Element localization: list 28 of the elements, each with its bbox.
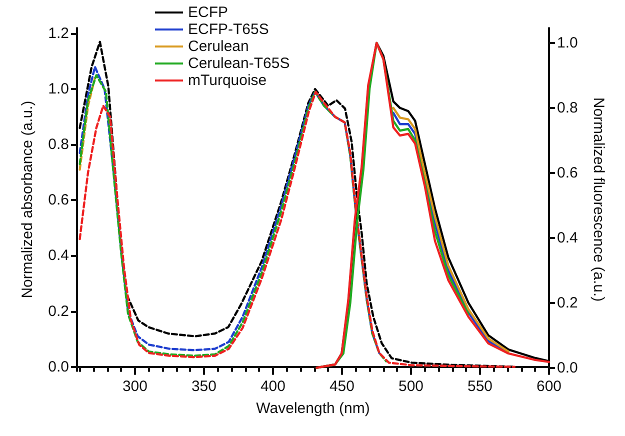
x-tick-label: 450 — [329, 378, 354, 395]
y-axis-title: Normalized absorbance (a.u.) — [19, 100, 36, 298]
legend-label: ECFP-T65S — [188, 21, 269, 38]
y-tick-label: 1.2 — [48, 25, 69, 42]
legend-label: ECFP — [188, 4, 228, 21]
legend-label: mTurquoise — [188, 72, 267, 89]
y2-tick-label: 0.0 — [557, 359, 578, 376]
y2-tick-label: 0.6 — [557, 164, 578, 182]
y2-tick-label: 1.0 — [557, 34, 578, 52]
legend-label: Cerulean — [188, 38, 249, 55]
y2-tick-label: 0.8 — [557, 99, 578, 116]
x-tick-label: 550 — [467, 378, 493, 395]
y-tick-label: 0.0 — [48, 358, 69, 376]
x-tick-label: 500 — [398, 378, 424, 395]
x-tick-label: 400 — [260, 378, 286, 395]
y-tick-label: 0.4 — [48, 247, 69, 264]
y-tick-label: 0.6 — [48, 192, 69, 209]
y2-tick-label: 0.2 — [557, 294, 578, 312]
y-tick-label: 0.2 — [48, 302, 69, 320]
y2-tick-label: 0.4 — [557, 229, 578, 246]
legend-label: Cerulean-T65S — [188, 55, 290, 72]
y-tick-label: 0.8 — [48, 136, 69, 154]
y-tick-label: 1.0 — [48, 80, 69, 98]
x-tick-label: 350 — [191, 378, 216, 395]
x-tick-label: 300 — [122, 378, 148, 395]
x-axis-title: Wavelength (nm) — [256, 400, 370, 417]
x-tick-label: 600 — [536, 378, 562, 395]
y2-axis-title: Normalized fluorescence (a.u.) — [590, 97, 607, 302]
